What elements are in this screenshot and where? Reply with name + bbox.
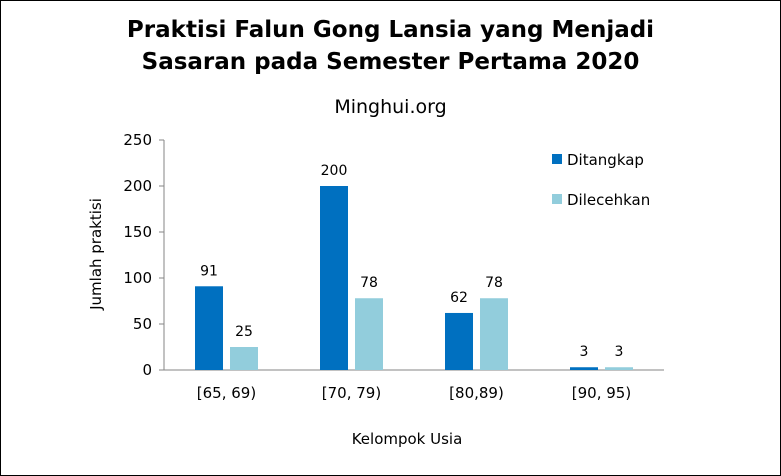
bar-ditangkap bbox=[195, 286, 223, 370]
legend: Ditangkap Dilecehkan bbox=[552, 151, 650, 209]
data-label: 78 bbox=[485, 275, 503, 291]
bars bbox=[195, 186, 633, 370]
chart-title-line-1: Praktisi Falun Gong Lansia yang Menjadi bbox=[126, 17, 655, 43]
x-tick-label: [80,89) bbox=[449, 384, 504, 402]
x-axis: [65, 69) [70, 79) [80,89) [90, 95) bbox=[164, 369, 664, 402]
data-label: 25 bbox=[235, 324, 253, 340]
chart-title-line-2: Sasaran pada Semester Pertama 2020 bbox=[141, 49, 640, 75]
x-tick-label: [90, 95) bbox=[572, 384, 631, 402]
data-label: 3 bbox=[580, 344, 589, 360]
bar-dilecehkan bbox=[230, 347, 258, 370]
data-label: 91 bbox=[200, 263, 218, 279]
y-tick-label: 150 bbox=[123, 223, 152, 241]
legend-label-dilecehkan: Dilecehkan bbox=[567, 191, 650, 209]
data-label: 78 bbox=[360, 275, 378, 291]
data-labels: 91 25 200 78 62 78 3 3 bbox=[200, 163, 623, 360]
data-label: 200 bbox=[321, 163, 348, 179]
bar-ditangkap bbox=[445, 312, 473, 370]
data-label: 3 bbox=[615, 344, 624, 360]
legend-label-ditangkap: Ditangkap bbox=[567, 151, 644, 169]
y-axis-title: Jumlah praktisi bbox=[87, 198, 105, 311]
y-axis: 0 50 100 150 200 250 bbox=[123, 131, 165, 379]
x-tick-label: [70, 79) bbox=[322, 384, 381, 402]
data-label: 62 bbox=[450, 290, 468, 306]
bar-dilecehkan bbox=[355, 298, 383, 370]
x-tick-label: [65, 69) bbox=[197, 384, 256, 402]
x-axis-title: Kelompok Usia bbox=[352, 430, 463, 448]
chart-subtitle: Minghui.org bbox=[334, 96, 447, 118]
chart-title: Praktisi Falun Gong Lansia yang Menjadi … bbox=[0, 14, 781, 78]
legend-swatch-dilecehkan bbox=[552, 194, 562, 204]
y-tick-label: 250 bbox=[123, 131, 152, 149]
bar-dilecehkan bbox=[480, 298, 508, 370]
bar-ditangkap bbox=[570, 367, 598, 370]
bar-dilecehkan bbox=[605, 367, 633, 370]
y-tick-label: 100 bbox=[123, 269, 152, 287]
bar-ditangkap bbox=[320, 186, 348, 370]
y-tick-label: 50 bbox=[133, 315, 152, 333]
y-tick-label: 200 bbox=[123, 177, 152, 195]
y-tick-label: 0 bbox=[142, 361, 152, 379]
legend-swatch-ditangkap bbox=[552, 154, 562, 164]
